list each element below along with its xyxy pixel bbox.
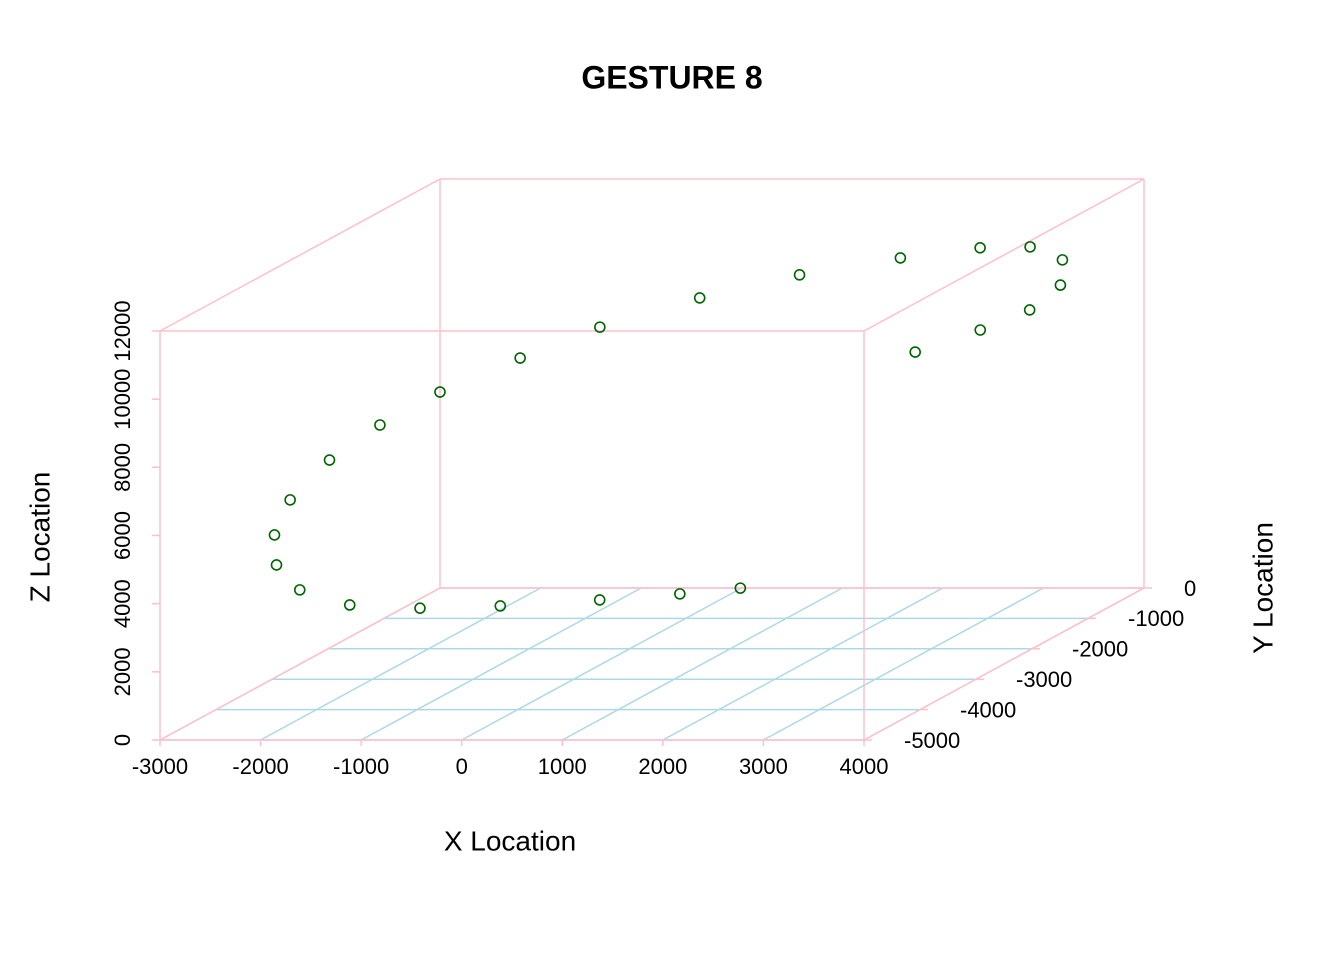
y-axis-label: Y Location	[1247, 522, 1278, 654]
x-tick-label: -3000	[132, 754, 188, 779]
box-edge	[159, 587, 441, 741]
z-tick-label: 12000	[110, 300, 135, 361]
y-tick-label: -4000	[960, 697, 1016, 722]
z-tick-label: 4000	[110, 579, 135, 628]
grid-line	[662, 587, 944, 741]
grid-line	[260, 587, 541, 741]
y-tick-label: -2000	[1072, 637, 1128, 662]
y-tick-label: -1000	[1128, 606, 1184, 631]
point	[793, 269, 806, 281]
point	[284, 494, 296, 506]
point	[374, 419, 386, 431]
point	[1024, 241, 1036, 253]
y-tick-label: 0	[1184, 576, 1196, 601]
box-edge	[863, 178, 1145, 332]
x-tick-label: 1000	[538, 754, 587, 779]
y-tick-label: -5000	[904, 728, 960, 753]
z-tick-label: 2000	[110, 647, 135, 696]
point	[974, 242, 986, 254]
grid-line	[360, 587, 642, 741]
z-tick-label: 10000	[110, 369, 135, 430]
x-tick-label: 2000	[638, 754, 687, 779]
grid-line	[763, 587, 1044, 741]
point	[1054, 279, 1067, 291]
point	[693, 292, 706, 304]
point	[594, 321, 606, 333]
point	[323, 454, 336, 466]
point	[1056, 254, 1069, 266]
chart-title: GESTURE 8	[581, 59, 762, 95]
point	[1023, 304, 1036, 316]
x-tick-label: -2000	[232, 754, 288, 779]
x-tick-label: 4000	[840, 754, 889, 779]
point	[270, 559, 283, 571]
point	[343, 599, 356, 611]
z-tick-label: 8000	[110, 443, 135, 492]
point	[268, 529, 281, 541]
point	[674, 588, 686, 600]
z-axis-label: Z Location	[24, 472, 55, 603]
point	[514, 352, 526, 364]
box-edge	[159, 178, 441, 332]
point	[894, 252, 907, 264]
x-tick-label: 0	[456, 754, 468, 779]
point	[434, 386, 446, 398]
point	[593, 594, 606, 606]
x-tick-label: -1000	[333, 754, 389, 779]
x-tick-label: 3000	[739, 754, 788, 779]
box-edge	[863, 587, 1145, 741]
point	[494, 600, 507, 612]
point	[734, 582, 747, 594]
z-tick-label: 6000	[110, 511, 135, 560]
point	[974, 324, 987, 336]
point	[909, 346, 921, 358]
grid-line	[461, 587, 743, 741]
grid-line	[561, 587, 843, 741]
x-axis-label: X Location	[444, 825, 576, 856]
point	[414, 602, 426, 614]
z-tick-label: 0	[110, 734, 135, 746]
y-tick-label: -3000	[1016, 667, 1072, 692]
point	[293, 584, 306, 596]
